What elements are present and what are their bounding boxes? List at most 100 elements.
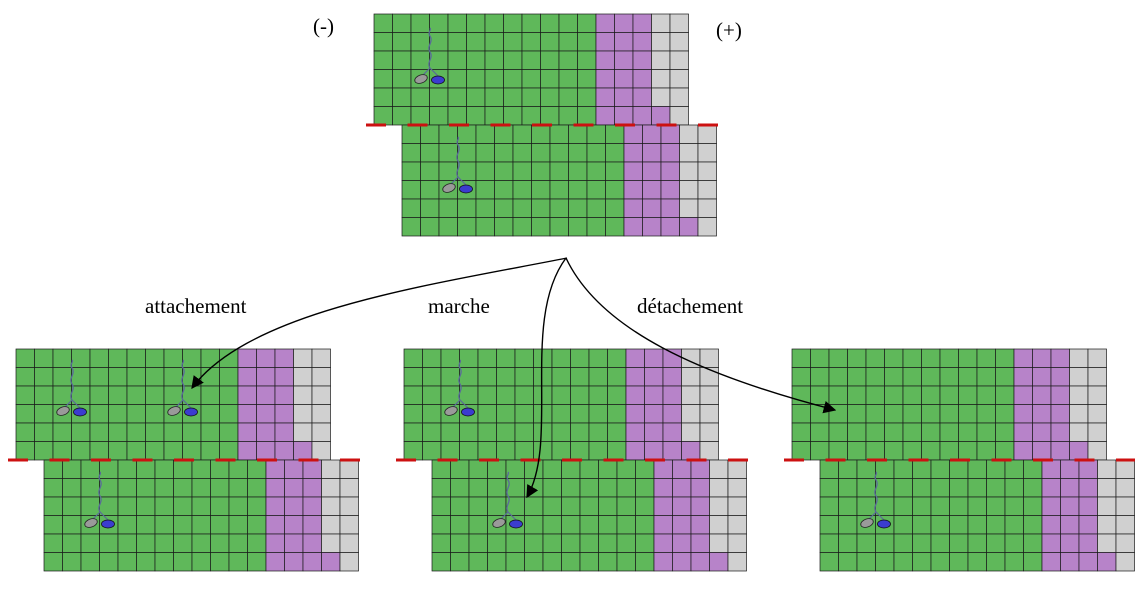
subunit [642,198,662,218]
subunit [949,459,969,479]
subunit [540,32,560,52]
subunit [605,217,625,237]
subunit [949,478,969,498]
subunit [819,552,839,572]
subunit [690,496,710,516]
subunit [1097,478,1117,498]
subunit [321,478,341,498]
subunit [819,459,839,479]
subunit [644,385,664,405]
subunit [321,496,341,516]
subunit [540,69,560,89]
subunit [1078,552,1098,572]
subunit [549,161,569,181]
subunit [921,367,941,387]
subunit [447,106,467,126]
subunit [939,348,959,368]
subunit [586,217,606,237]
subunit [588,348,608,368]
subunit [459,348,479,368]
subunit [293,441,313,461]
subunit [34,404,54,424]
subunit [466,69,486,89]
subunit [173,478,193,498]
subunit [284,459,304,479]
subunit [605,161,625,181]
subunit [182,422,202,442]
motor-head-trailing [84,518,98,528]
subunit [431,496,451,516]
subunit [200,348,220,368]
subunit [15,348,35,368]
subunit [1069,348,1089,368]
subunit [1078,515,1098,535]
subunit [468,478,488,498]
motor-protein [492,471,523,529]
subunit [440,367,460,387]
subunit [893,459,913,479]
subunit [89,404,109,424]
subunit [595,87,615,107]
subunit [697,180,717,200]
subunit [875,552,895,572]
subunit [653,496,673,516]
subunit [403,385,423,405]
subunit [967,478,987,498]
subunit [561,478,581,498]
subunit [579,533,599,553]
subunit [644,441,664,461]
subunit [588,422,608,442]
subunit [635,478,655,498]
subunit [191,496,211,516]
subunit [487,478,507,498]
subunit [52,422,72,442]
subunit [607,385,627,405]
panel-marche [396,348,748,572]
subunit [828,441,848,461]
subunit [228,552,248,572]
subunit [274,422,294,442]
subunit [1115,459,1135,479]
subunit [1013,348,1033,368]
subunit [791,367,811,387]
subunit [163,385,183,405]
subunit [660,124,680,144]
subunit [607,422,627,442]
subunit [709,459,729,479]
subunit [1115,496,1135,516]
subunit [1013,404,1033,424]
subunit [642,161,662,181]
subunit [173,459,193,479]
subunit [173,496,193,516]
subunit [265,515,285,535]
subunit [644,422,664,442]
subunit [662,422,682,442]
subunit [709,552,729,572]
subunit [477,422,497,442]
subunit [524,533,544,553]
subunit [468,459,488,479]
subunit [967,459,987,479]
subunit [533,422,553,442]
subunit [247,496,267,516]
subunit [496,422,516,442]
subunit [1050,385,1070,405]
subunit [373,106,393,126]
subunit [440,441,460,461]
subunit [284,515,304,535]
subunit [579,515,599,535]
subunit [607,348,627,368]
subunit [505,552,525,572]
subunit [173,515,193,535]
motor-head-leading [461,407,475,417]
subunit [256,348,276,368]
subunit [191,533,211,553]
subunit [697,217,717,237]
subunit [420,198,440,218]
subunit [542,552,562,572]
subunit [15,367,35,387]
subunit [210,552,230,572]
subunit [237,441,257,461]
subunit [570,441,590,461]
subunit [484,87,504,107]
